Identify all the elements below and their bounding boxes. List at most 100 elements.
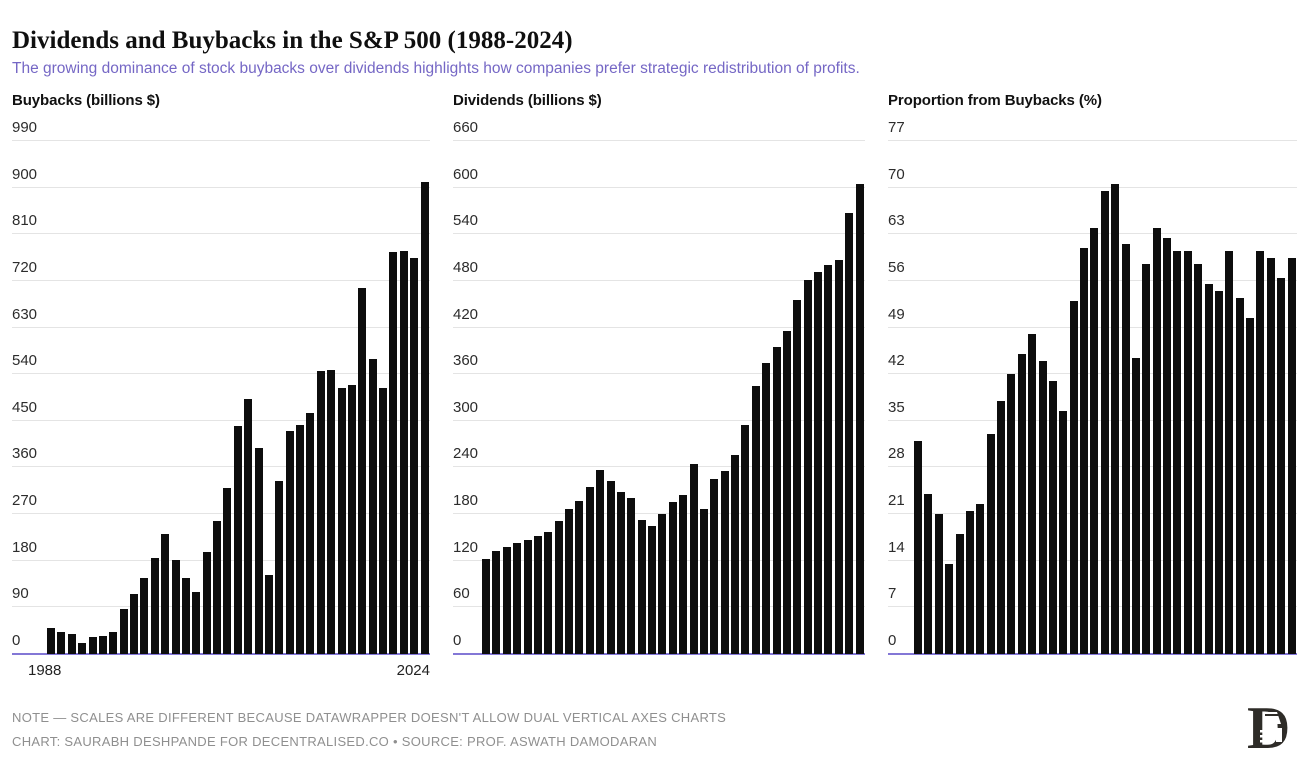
y-axis-tick-label: 180 (12, 538, 38, 556)
bar-1994 (544, 531, 553, 654)
y-axis-tick-label: 120 (453, 538, 479, 556)
bar-2005 (223, 488, 232, 654)
bar-1992 (955, 534, 964, 654)
y-axis-tick-label: 360 (453, 352, 479, 370)
bar-2007 (244, 399, 253, 654)
y-axis-tick-label: 630 (12, 305, 38, 323)
bar-1992 (88, 636, 97, 654)
gridline (453, 419, 865, 421)
x-axis-baseline (453, 653, 865, 655)
bar-1993 (965, 510, 974, 654)
bar-2000 (1038, 360, 1047, 654)
bar-2002 (627, 497, 636, 654)
bar-2016 (337, 388, 346, 654)
y-axis-tick-label: 180 (453, 492, 479, 510)
bar-1999 (1028, 334, 1037, 654)
bar-2024 (855, 183, 864, 654)
bar-1991 (945, 564, 954, 654)
gridline (12, 513, 430, 515)
chart-buybacks: Buybacks (billions $) 0 90 180 270 360 450 540… (12, 92, 430, 692)
bar-2003 (1069, 300, 1078, 654)
bar-2010 (710, 479, 719, 654)
y-axis-tick-label: 480 (453, 258, 479, 276)
bar-2022 (834, 259, 843, 654)
y-axis-tick-label: 810 (12, 212, 38, 230)
y-axis-tick-label: 49 (888, 305, 905, 323)
bar-2013 (741, 424, 750, 654)
bar-2008 (689, 463, 698, 654)
gridline (12, 233, 430, 235)
y-axis-tick-label: 21 (888, 492, 905, 510)
bar-2006 (233, 426, 242, 654)
bar-1990 (502, 546, 511, 654)
y-axis-tick-label: 0 (12, 632, 21, 649)
bar-1997 (575, 500, 584, 654)
bar-2009 (1131, 357, 1140, 654)
bar-2005 (1090, 227, 1099, 654)
y-axis-tick-label: 540 (453, 212, 479, 230)
y-axis-tick-label: 90 (12, 585, 29, 603)
y-axis-tick-label: 28 (888, 445, 905, 463)
bar-2008 (1121, 244, 1130, 654)
footer-note: NOTE — SCALES ARE DIFFERENT BECAUSE DATA… (12, 710, 727, 725)
bar-2019 (368, 358, 377, 654)
page-subtitle: The growing dominance of stock buybacks … (12, 60, 860, 77)
bar-2006 (1100, 190, 1109, 654)
bar-2022 (1266, 257, 1275, 654)
bar-2014 (1183, 250, 1192, 654)
bar-2016 (772, 346, 781, 654)
y-axis-tick-label: 56 (888, 258, 905, 276)
bar-1999 (161, 534, 170, 654)
bar-1996 (565, 508, 574, 654)
bar-1998 (150, 557, 159, 654)
x-axis-label-start: 1988 (28, 662, 62, 679)
bar-2003 (637, 520, 646, 654)
bar-1991 (78, 642, 87, 654)
y-axis-tick-label: 600 (453, 165, 479, 183)
x-axis-label-end: 2024 (396, 662, 430, 679)
bars-group (46, 141, 430, 654)
bars-group (481, 141, 865, 654)
bar-1991 (513, 542, 522, 654)
y-axis-tick-label: 660 (453, 119, 479, 136)
bar-2010 (275, 481, 284, 654)
y-axis-tick-label: 60 (453, 585, 470, 603)
bar-2016 (1204, 284, 1213, 654)
plot-area: 0 60 120 180 240 300 360 420 480 540 600 660 (453, 119, 865, 655)
bar-2011 (1152, 227, 1161, 654)
bar-2007 (679, 494, 688, 654)
bar-2006 (668, 502, 677, 654)
y-axis-tick-label: 240 (453, 445, 479, 463)
bar-1988 (914, 440, 922, 654)
bar-2021 (824, 264, 833, 654)
bar-1988 (482, 559, 490, 654)
gridline (12, 466, 430, 468)
x-axis-baseline (12, 653, 430, 655)
plot-area: 0 7 14 21 28 35 42 49 56 63 70 77 (888, 119, 1297, 655)
gridline (453, 466, 865, 468)
bar-1999 (596, 469, 605, 654)
y-axis-tick-label: 450 (12, 398, 38, 416)
bar-1996 (997, 400, 1006, 654)
bar-2013 (306, 412, 315, 654)
y-axis-tick-label: 7 (888, 585, 897, 603)
bar-2005 (658, 514, 667, 654)
bar-1998 (1017, 354, 1026, 654)
bar-2019 (803, 280, 812, 654)
gridline (12, 326, 430, 328)
bar-2012 (296, 425, 305, 654)
bar-1998 (585, 486, 594, 654)
gridline (453, 233, 865, 235)
bar-2017 (782, 330, 791, 654)
chart-title-dividends: Dividends (billions $) (453, 92, 602, 109)
bar-1993 (533, 535, 542, 654)
bar-2004 (648, 525, 657, 654)
bar-2002 (192, 591, 201, 654)
y-axis-tick-label: 14 (888, 538, 905, 556)
bar-1993 (98, 635, 107, 654)
y-axis-tick-label: 42 (888, 352, 905, 370)
bar-1995 (119, 609, 128, 654)
bar-2023 (845, 212, 854, 654)
bar-2011 (720, 470, 729, 654)
footer-credit: CHART: SAURABH DESHPANDE FOR DECENTRALIS… (12, 734, 658, 749)
